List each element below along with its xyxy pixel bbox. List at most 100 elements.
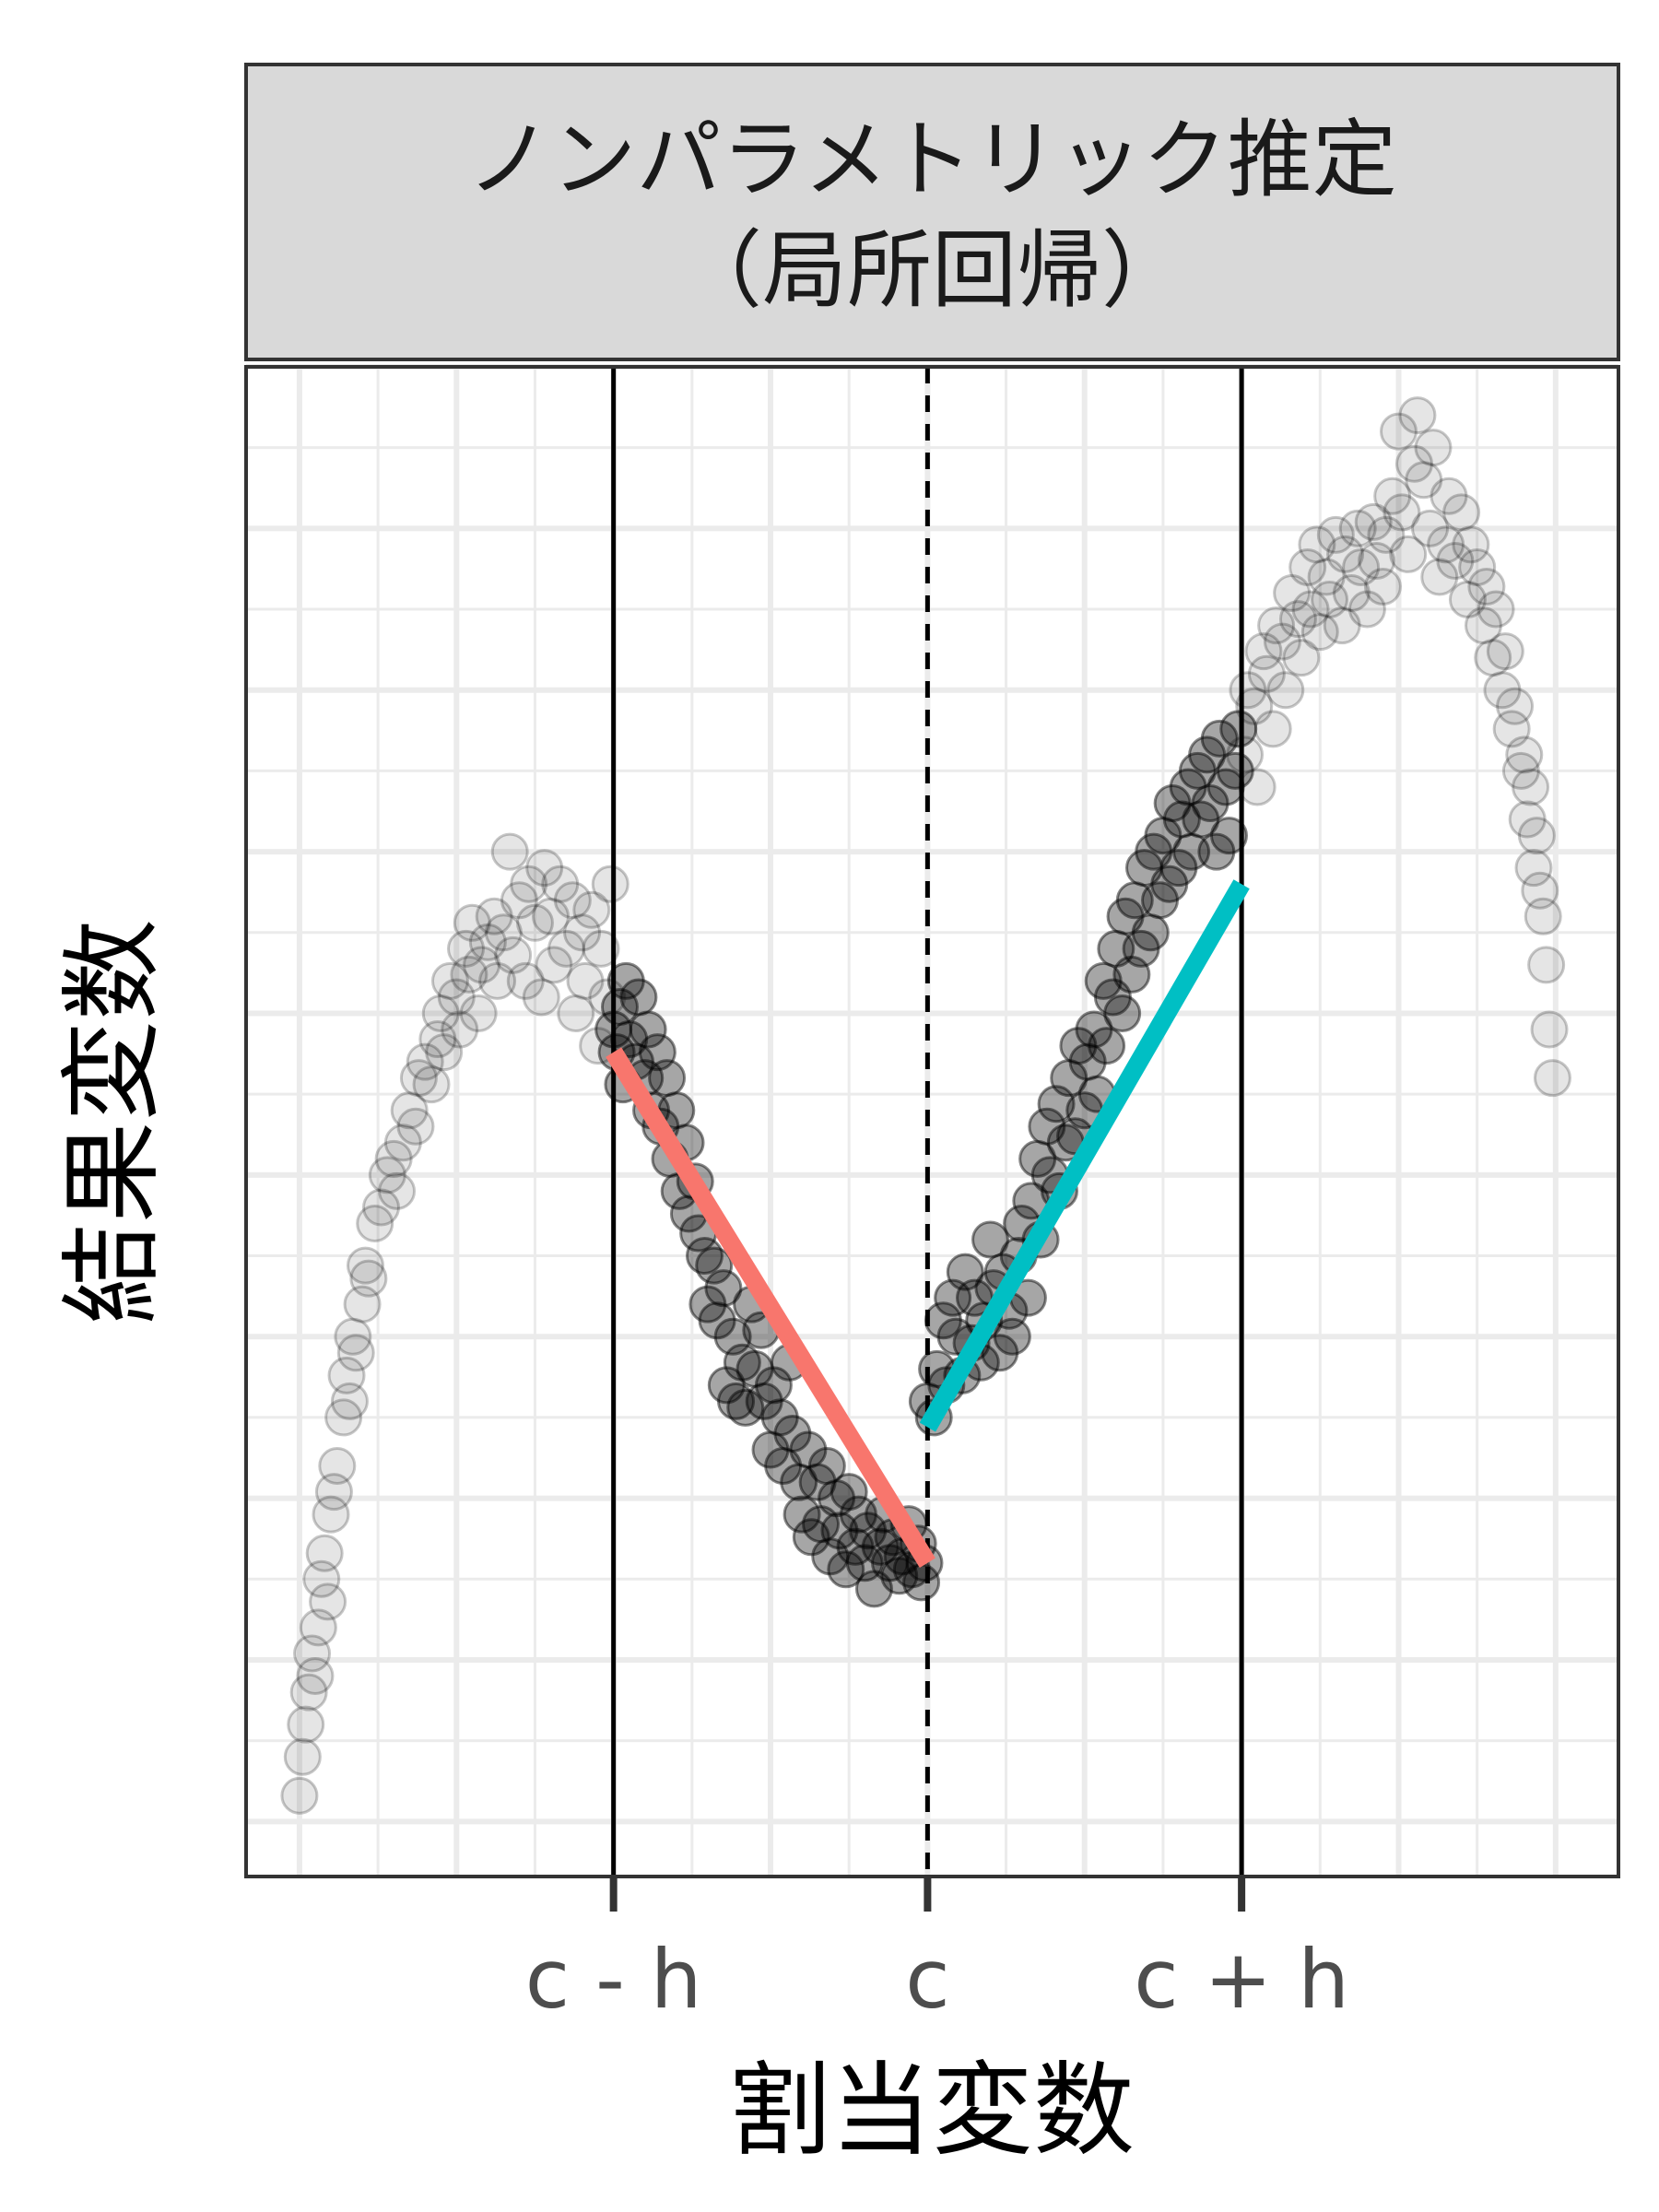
data-point [1442,493,1481,532]
data-point [1347,590,1386,629]
data-point [1172,832,1211,871]
data-point [1508,800,1547,839]
data-point [510,865,548,903]
data-point [425,1033,464,1072]
plot-border [244,365,1620,1878]
data-point [383,1124,422,1162]
data-point [1291,590,1330,629]
data-point [1191,784,1230,823]
data-point [430,961,469,1000]
data-point [1527,946,1566,984]
data-point [820,1512,859,1550]
data-point [1354,502,1393,541]
data-point [1226,735,1265,774]
data-point [396,1107,435,1146]
data-point [1323,606,1361,645]
data-point [1197,832,1236,871]
data-point [638,1033,677,1072]
data-point [368,1156,406,1194]
data-point [1382,493,1421,532]
data-point [490,832,529,871]
data-point [299,1608,337,1647]
data-point [830,1473,868,1512]
data-point [572,890,611,929]
data-point [305,1534,344,1572]
data-point [463,946,501,984]
data-point [839,1495,877,1534]
fit-line-left [606,1047,935,1569]
scatter-points [280,396,1571,1815]
x-tick-label: c + h [1134,1932,1349,2027]
data-point [1273,574,1312,613]
data-point [1266,671,1305,710]
data-point [475,897,513,935]
data-point [1300,613,1339,652]
data-point [591,865,629,903]
data-point [1229,671,1267,710]
data-point [745,1382,783,1420]
data-point [1150,865,1189,903]
data-point [1028,1107,1066,1146]
data-point [1363,568,1402,606]
data-point [1512,768,1550,806]
data-point [478,961,517,1000]
data-point [1144,817,1182,855]
data-point [406,1042,444,1081]
data-point [773,1414,812,1453]
data-point [541,865,580,903]
data-point [1533,1059,1571,1098]
data-point [1178,751,1217,790]
data-point [557,994,595,1032]
data-point [1332,574,1371,613]
data-point [1496,687,1535,725]
x-tick-label: c - h [525,1932,702,2027]
data-point [1050,1059,1088,1098]
data-point [296,1657,335,1696]
data-point [854,1570,893,1608]
data-point [1436,541,1475,580]
data-point [946,1253,984,1291]
data-point [1112,955,1151,994]
data-point [1464,606,1502,645]
data-point [378,1171,417,1210]
panel-title-line1: ノンパラメトリック推定 [466,111,1396,209]
data-point [450,955,488,994]
y-axis-title: 結果変数 [53,919,171,1324]
data-point [399,1059,438,1098]
data-point [287,1705,325,1744]
plot-panel [246,367,1618,1877]
panel-title-line2: （局所回帰） [677,221,1186,320]
data-point [1316,515,1355,554]
data-point [1505,735,1544,774]
data-point [1159,849,1198,888]
data-point [1342,547,1381,586]
data-point [459,994,498,1032]
data-point [525,849,564,888]
data-point [871,1544,910,1583]
data-point [1182,800,1220,839]
data-point [346,1246,384,1285]
data-point [563,913,602,952]
data-point [1530,1010,1569,1049]
data-point [1474,639,1512,677]
data-point [629,1010,667,1049]
data-point [792,1518,830,1557]
data-point [1122,929,1160,968]
data-point [1200,719,1239,758]
grid [246,364,1618,1877]
data-point [1068,1042,1107,1081]
data-point [1477,590,1515,629]
data-point [362,1188,401,1227]
data-point [735,1349,774,1388]
data-point [807,1447,846,1486]
data-point [522,978,560,1017]
data-point [981,1334,1019,1372]
data-point [1093,978,1132,1017]
data-point [453,903,491,942]
data-point [1247,654,1286,693]
data-point [1282,639,1321,677]
data-point [1278,600,1317,639]
data-point [1367,515,1406,554]
data-point [314,1473,353,1512]
data-point [421,994,460,1032]
